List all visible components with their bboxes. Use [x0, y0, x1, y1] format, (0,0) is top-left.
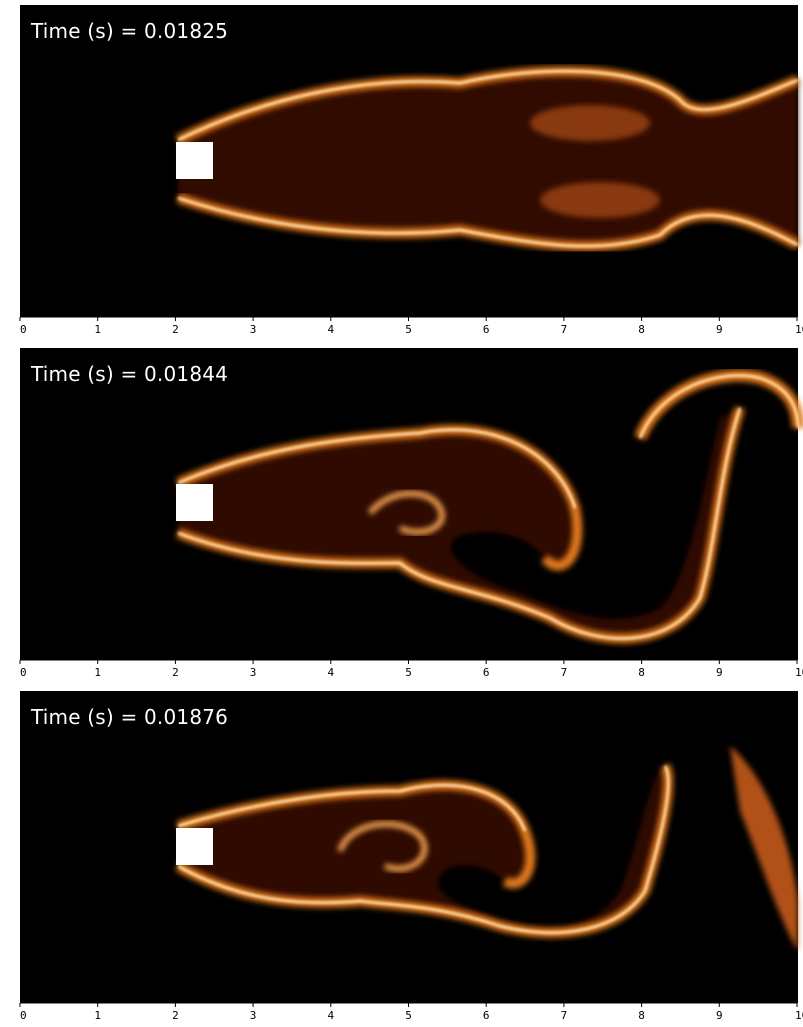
- flame-plume: [175, 66, 801, 252]
- tick-label: 3: [250, 1009, 257, 1022]
- time-label: Time (s) = 0.01876: [31, 705, 229, 729]
- tick-label: 3: [250, 666, 257, 679]
- obstacle-square: [176, 484, 213, 521]
- x-axis: 0 1 2 3 4 5 6 7 8 9 10: [19, 1002, 803, 1022]
- tick-label: 7: [561, 323, 568, 336]
- tick-label: 10: [795, 666, 803, 679]
- time-label: Time (s) = 0.01825: [31, 19, 229, 43]
- tick-label: 9: [716, 323, 723, 336]
- tick-label: 4: [327, 1009, 334, 1022]
- time-label: Time (s) = 0.01844: [31, 362, 229, 386]
- tick-label: 9: [716, 666, 723, 679]
- tick-label: 6: [483, 1009, 490, 1022]
- tick-label: 6: [483, 323, 490, 336]
- simulation-panel-1: 0 1 2 3 4 5 6 7 8 9 10 Time (s) = 0.01825: [0, 5, 803, 343]
- tick-label: 6: [483, 666, 490, 679]
- plume-render-3: 0 1 2 3 4 5 6 7 8 9 10: [19, 691, 803, 1022]
- tick-label: 0: [20, 666, 27, 679]
- tick-label: 5: [405, 1009, 412, 1022]
- tick-label: 8: [638, 323, 645, 336]
- tick-label: 7: [561, 1009, 568, 1022]
- tick-label: 1: [94, 1009, 101, 1022]
- tick-label: 2: [172, 666, 179, 679]
- tick-label: 7: [561, 666, 568, 679]
- tick-label: 8: [638, 1009, 645, 1022]
- simulation-panel-2: 0 1 2 3 4 5 6 7 8 9 10 Time (s) = 0.01844: [0, 348, 803, 686]
- tick-label: 2: [172, 323, 179, 336]
- tick-label: 10: [795, 323, 803, 336]
- x-axis: 0 1 2 3 4 5 6 7 8 9 10: [19, 316, 803, 336]
- tick-label: 0: [20, 1009, 27, 1022]
- tick-label: 10: [795, 1009, 803, 1022]
- plume-render-2: 0 1 2 3 4 5 6 7 8 9 10: [19, 348, 803, 679]
- plume-render-1: 0 1 2 3 4 5 6 7 8 9 10: [19, 5, 803, 336]
- tick-label: 1: [94, 323, 101, 336]
- tick-label: 2: [172, 1009, 179, 1022]
- tick-label: 4: [327, 666, 334, 679]
- tick-label: 0: [20, 323, 27, 336]
- tick-label: 4: [327, 323, 334, 336]
- tick-label: 1: [94, 666, 101, 679]
- flame-plume: [176, 369, 803, 644]
- simulation-panel-3: 0 1 2 3 4 5 6 7 8 9 10 Time (s) = 0.01876: [0, 691, 803, 1027]
- tick-label: 9: [716, 1009, 723, 1022]
- tick-label: 5: [405, 666, 412, 679]
- obstacle-square: [176, 142, 213, 179]
- tick-label: 8: [638, 666, 645, 679]
- tick-label: 3: [250, 323, 257, 336]
- x-axis: 0 1 2 3 4 5 6 7 8 9 10: [19, 659, 803, 679]
- tick-label: 5: [405, 323, 412, 336]
- flame-plume: [175, 746, 798, 951]
- obstacle-square: [176, 828, 213, 865]
